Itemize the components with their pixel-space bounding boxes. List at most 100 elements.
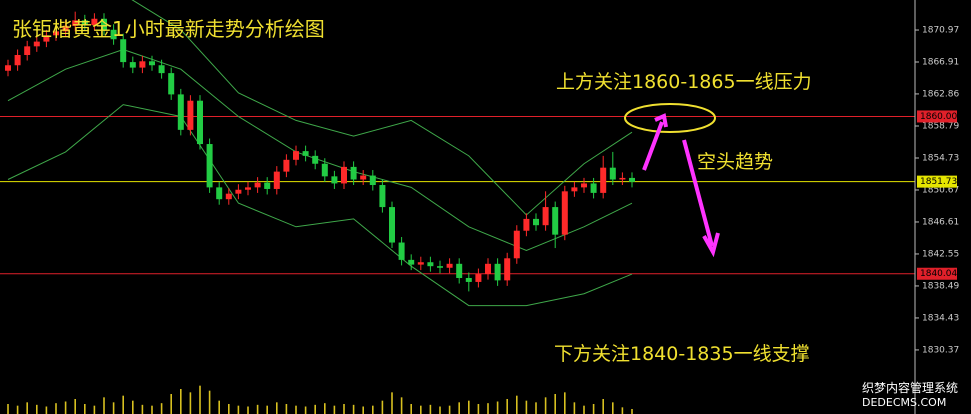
- level-tag: [917, 267, 957, 280]
- volume-bar: [554, 394, 556, 414]
- candle-body: [600, 167, 607, 193]
- volume-bar: [602, 399, 604, 414]
- candle-body: [62, 25, 69, 32]
- volume-bar: [304, 406, 307, 414]
- chart-title: 张钜楷黄金1小时最新走势分析绘图: [12, 17, 325, 41]
- volume-bar: [506, 399, 508, 414]
- y-tick-label: 1838.49: [922, 281, 959, 291]
- volume-bar: [199, 385, 201, 414]
- y-tick-label: 1870.97: [922, 26, 959, 36]
- arrow-up: [642, 113, 668, 171]
- volume-bar: [631, 409, 633, 414]
- volume-bar: [458, 402, 460, 414]
- volume-bar: [535, 402, 537, 414]
- volume-bar: [7, 404, 9, 414]
- volume-bar: [256, 404, 259, 414]
- candle-body: [168, 73, 175, 95]
- candle-body: [571, 187, 578, 192]
- candle-body: [398, 242, 405, 260]
- volume-bar: [285, 404, 288, 414]
- candle-body: [542, 207, 549, 226]
- y-tick-label: 1858.79: [922, 121, 959, 131]
- volume-bar: [228, 404, 230, 414]
- volume-bar: [592, 404, 595, 414]
- candle-body: [302, 151, 309, 156]
- candle-body: [389, 207, 395, 243]
- volume-bar: [487, 403, 489, 414]
- candle-body: [53, 31, 59, 36]
- volume-bar: [237, 405, 240, 414]
- candle-body: [206, 144, 213, 188]
- volume-bar: [36, 404, 38, 414]
- candle-body: [465, 277, 472, 282]
- candle-body: [456, 263, 463, 278]
- volume-bar: [189, 392, 192, 414]
- candle-body: [312, 155, 319, 164]
- candle-body: [561, 191, 568, 235]
- volume-bar: [218, 400, 220, 414]
- level-label: 1840.04: [920, 269, 957, 279]
- volume-bar: [314, 404, 316, 414]
- volume-bar: [564, 392, 566, 414]
- volume-bar: [170, 394, 172, 414]
- candle-body: [321, 163, 328, 177]
- volume-bar: [295, 405, 297, 414]
- candle-body: [331, 176, 338, 184]
- candle-body: [225, 193, 232, 200]
- candle-body: [245, 187, 251, 190]
- band-line: [131, 0, 633, 216]
- watermark: 织梦内容管理系统: [862, 380, 958, 395]
- volume-bar: [420, 405, 422, 414]
- candle-body: [446, 263, 453, 268]
- candle-body: [24, 46, 31, 56]
- y-tick-label: 1866.91: [922, 58, 959, 68]
- candle-body: [158, 65, 165, 74]
- candle-body: [283, 159, 290, 172]
- candle-body: [187, 100, 194, 130]
- highlight-ellipse: [624, 103, 716, 133]
- volume-bar: [208, 390, 211, 414]
- volume-bar: [496, 401, 499, 414]
- y-tick-label: 1830.37: [922, 345, 959, 355]
- candle-body: [293, 151, 299, 160]
- volume-bar: [276, 402, 278, 414]
- volume-bar: [448, 405, 451, 414]
- annotation: 上方关注1860-1865一线压力: [556, 71, 812, 93]
- candle-body: [523, 218, 530, 231]
- y-tick-label: 1850.67: [922, 185, 959, 195]
- candle-body: [609, 167, 616, 180]
- level-label: 1851.73: [920, 177, 957, 187]
- candle-body: [341, 166, 347, 184]
- y-tick-label: 1846.61: [922, 217, 959, 227]
- volume-bar: [525, 400, 528, 414]
- volume-bar: [583, 405, 585, 414]
- volume-bar: [151, 405, 153, 414]
- volume-bar: [64, 401, 67, 414]
- candle-body: [177, 94, 184, 130]
- candle-body: [81, 20, 88, 26]
- volume-bar: [74, 399, 76, 414]
- volume-bar: [343, 404, 345, 414]
- annotation: 空头趋势: [697, 151, 773, 173]
- volume-bar: [333, 405, 336, 414]
- candle-body: [485, 263, 491, 275]
- candle-body: [216, 187, 223, 200]
- volume-bar: [122, 395, 124, 414]
- volume-bar: [410, 404, 412, 414]
- candle-body: [72, 20, 79, 26]
- candle-body: [408, 259, 415, 265]
- candle-body: [369, 175, 376, 186]
- volume-bar: [621, 407, 624, 414]
- candle-body: [33, 41, 40, 47]
- candle-body: [619, 177, 626, 180]
- volume-bar: [45, 406, 48, 414]
- candle-body: [91, 18, 98, 26]
- candle-body: [254, 182, 261, 188]
- candle-body: [533, 218, 539, 226]
- volume-bar: [266, 405, 268, 414]
- candle-body: [5, 65, 11, 71]
- candle-body: [590, 183, 597, 193]
- volume-bar: [516, 395, 518, 414]
- band-line: [7, 104, 633, 307]
